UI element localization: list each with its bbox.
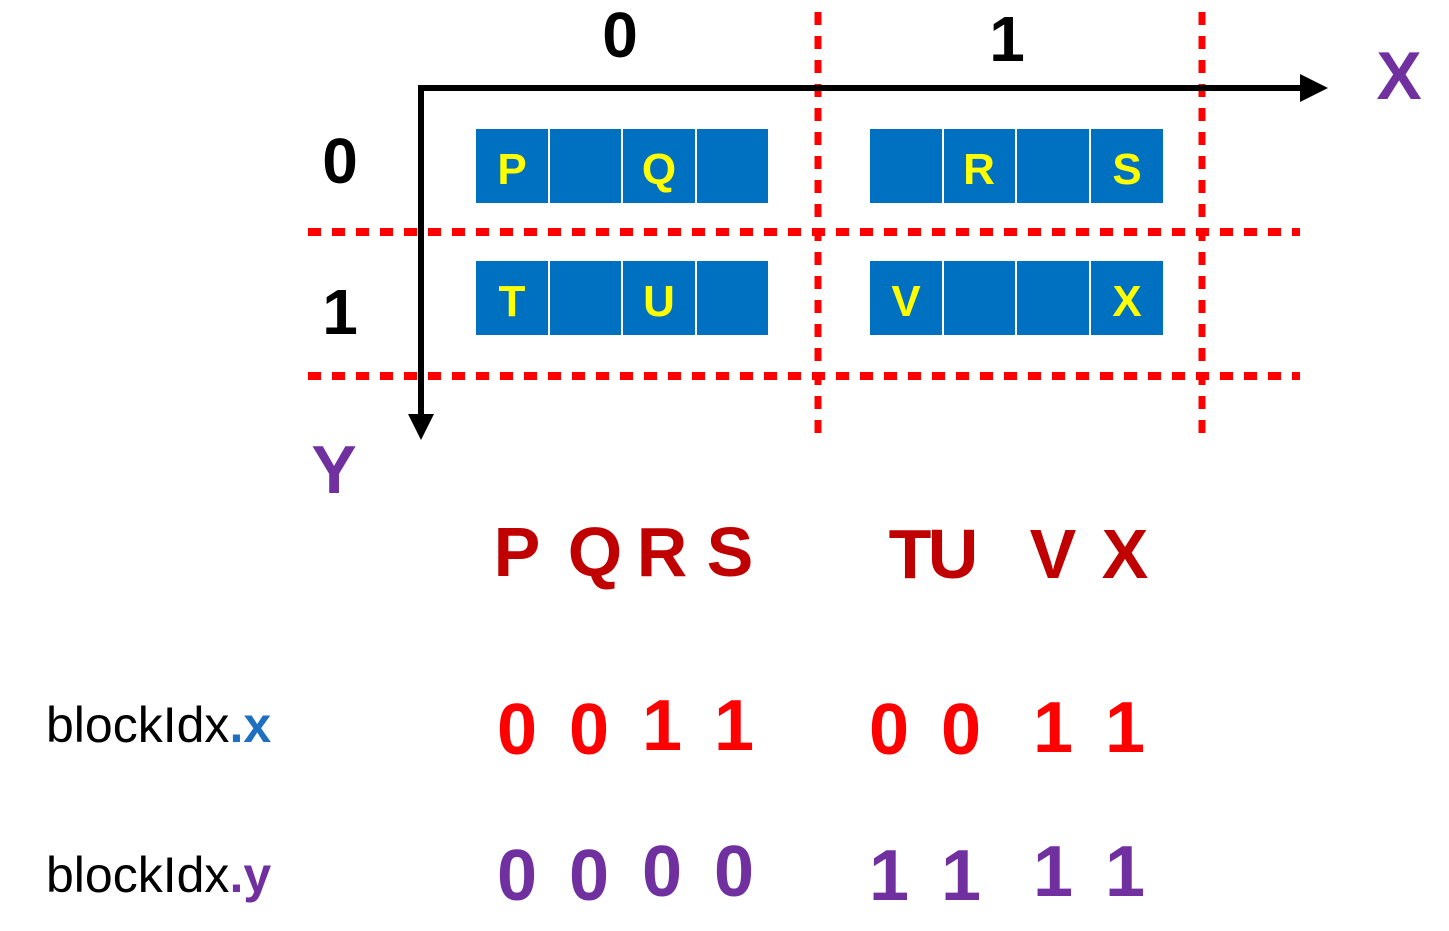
row-index-1: 1 [322,276,358,348]
blockidx-y-value: 0 [569,836,609,916]
cell-label: S [1112,145,1141,194]
y-axis-arrowhead [408,414,434,440]
col-index-1: 1 [989,3,1025,75]
cell [476,129,548,203]
blockidx-x-value: 1 [642,686,682,766]
block-0-0: P Q [476,129,768,203]
cell [1091,129,1163,203]
x-axis-label: X [1376,38,1421,114]
block-0-1: T U [476,261,768,335]
sequence-letter: Q [568,513,622,591]
blockidx-y-value: 1 [869,836,909,916]
blockidx-x-value: 0 [941,690,981,770]
cell [623,129,695,203]
sequence-row: P Q R S T U V X [494,513,1149,593]
blockidx-x-value: 1 [714,686,754,766]
col-index-0: 0 [602,0,638,71]
blockidx-x-prefix: blockIdx [46,697,230,753]
cell [697,129,768,203]
blockidx-x-value: 1 [1105,688,1145,768]
blockidx-x-value: 0 [497,690,537,770]
cell [870,261,942,335]
cell-label: T [499,277,526,326]
cell [550,261,621,335]
blockidx-x-value: 1 [1033,688,1073,768]
blockidx-y-prefix: blockIdx [46,847,230,903]
cell [1017,261,1089,335]
cell [944,129,1015,203]
cell-label: R [963,145,995,194]
blockidx-x-label: blockIdx.x [46,696,271,754]
sequence-letter: X [1102,515,1149,593]
cell [1091,261,1163,335]
cell [623,261,695,335]
block-1-1: V X [870,261,1163,335]
blockidx-x-suffix: .x [229,697,272,753]
blockidx-y-value: 1 [1033,832,1073,912]
sequence-letter: U [928,515,979,593]
x-axis-arrowhead [1300,74,1328,102]
sequence-letter: T [889,515,932,593]
blockidx-x-value: 0 [569,690,609,770]
sequence-letter: P [494,513,541,591]
cell-label: V [891,277,921,326]
cell-label: U [643,277,675,326]
blockidx-y-value: 0 [714,832,754,912]
cell [550,129,621,203]
blockidx-y-value: 1 [941,836,981,916]
cell-label: Q [642,145,676,194]
blockidx-y-value: 0 [642,832,682,912]
blockidx-y-values: 0 0 0 0 1 1 1 1 [497,832,1145,916]
cell-label: X [1112,277,1141,326]
block-1-0: R S [870,129,1163,203]
sequence-letter: R [637,513,688,591]
row-index-0: 0 [322,125,358,197]
cell-label: P [497,145,526,194]
blockidx-x-values: 0 0 1 1 0 0 1 1 [497,686,1145,770]
blockidx-y-suffix: .y [229,847,272,903]
y-axis-label: Y [311,432,356,508]
cell [870,129,942,203]
sequence-letter: S [707,513,754,591]
blockidx-y-value: 0 [497,836,537,916]
cell [697,261,768,335]
cell [944,261,1015,335]
blockidx-y-label: blockIdx.y [46,846,271,904]
cell [1017,129,1089,203]
sequence-letter: V [1030,515,1077,593]
blockidx-x-value: 0 [869,690,909,770]
cell [476,261,548,335]
blockidx-y-value: 1 [1105,832,1145,912]
